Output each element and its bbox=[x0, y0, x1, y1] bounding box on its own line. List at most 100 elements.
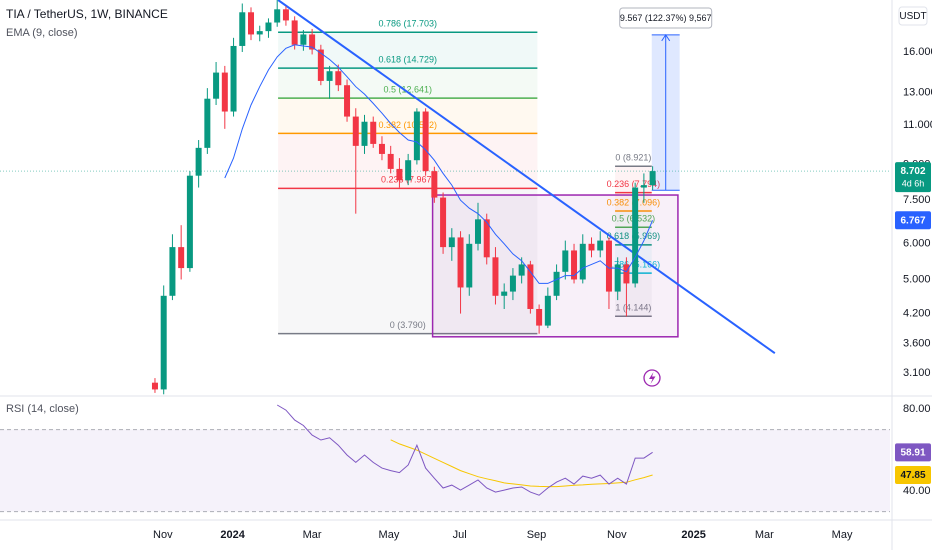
y-tick-label: 13.000 bbox=[903, 86, 932, 98]
candle-body bbox=[466, 243, 473, 288]
x-tick-label: Nov bbox=[607, 529, 627, 541]
rsi-legend: RSI (14, close) bbox=[6, 403, 79, 415]
x-tick-label: May bbox=[379, 529, 400, 541]
candle-body bbox=[492, 257, 499, 296]
candle-body bbox=[518, 264, 525, 276]
y-tick-label: 7.500 bbox=[903, 194, 931, 206]
candle-body bbox=[640, 185, 647, 188]
candle-body bbox=[326, 71, 333, 81]
candle-body bbox=[448, 237, 455, 248]
fib-label: 0.618 (14.729) bbox=[378, 55, 437, 65]
candle-body bbox=[300, 34, 307, 45]
candle-body bbox=[265, 22, 272, 32]
x-tick-label: May bbox=[832, 529, 853, 541]
candle-body bbox=[169, 247, 176, 296]
candle-body bbox=[317, 49, 324, 81]
candle-body bbox=[509, 275, 516, 292]
candle-body bbox=[422, 111, 429, 172]
candle-body bbox=[213, 72, 220, 99]
rsi-last-label-box bbox=[895, 443, 931, 462]
fib-label: 0 (8.921) bbox=[615, 153, 651, 163]
y-tick-label: 3.100 bbox=[903, 367, 931, 379]
legend: TIA / TetherUS, 1W, BINANCE EMA (9, clos… bbox=[6, 7, 713, 415]
y-tick-label: 11.000 bbox=[903, 119, 932, 131]
rsi-pane bbox=[0, 404, 890, 513]
chart-title: TIA / TetherUS, 1W, BINANCE bbox=[6, 7, 168, 21]
candle-body bbox=[440, 197, 447, 248]
candle-body bbox=[378, 143, 385, 154]
candle-body bbox=[160, 295, 167, 390]
last-price-label: 8.702 bbox=[900, 166, 925, 177]
ema-last-label: 6.767 bbox=[900, 215, 925, 226]
rsi-ma-last-label: 47.85 bbox=[900, 470, 925, 481]
candle-body bbox=[291, 20, 298, 45]
x-tick-label: Sep bbox=[527, 529, 547, 541]
candle-body bbox=[387, 153, 394, 169]
candle-body bbox=[361, 121, 368, 146]
candle-body bbox=[221, 72, 228, 112]
candle-body bbox=[248, 12, 255, 35]
rsi-tick-label: 80.00 bbox=[903, 403, 931, 415]
rsi-ma-last-label-box bbox=[895, 465, 931, 484]
countdown: 4d 6h bbox=[902, 178, 925, 188]
rsi-tick-label: 40.00 bbox=[903, 485, 931, 497]
candle-body bbox=[544, 295, 551, 326]
candle-body bbox=[344, 85, 351, 117]
candle-body bbox=[536, 308, 543, 326]
fib-label: 0.5 (12.641) bbox=[383, 84, 432, 94]
y-tick-label: 3.600 bbox=[903, 338, 931, 350]
ema-last-label-box bbox=[895, 211, 931, 230]
candle-body bbox=[239, 12, 246, 46]
candle-body bbox=[151, 382, 158, 390]
candle-body bbox=[475, 219, 482, 244]
candle-body bbox=[501, 291, 508, 296]
candle-body bbox=[527, 264, 534, 309]
y-tick-label: 6.000 bbox=[903, 238, 931, 250]
candle-body bbox=[623, 264, 630, 284]
x-tick-label: 2024 bbox=[220, 529, 245, 541]
candle-body bbox=[335, 71, 342, 86]
rsi-band-fill bbox=[0, 429, 890, 512]
candle-body bbox=[605, 240, 612, 292]
candle-body bbox=[282, 9, 289, 21]
candle-body bbox=[230, 45, 237, 112]
y-tick-label: 16.000 bbox=[903, 46, 932, 58]
candle-body bbox=[274, 9, 281, 23]
measure-label-box bbox=[619, 7, 713, 29]
x-tick-label: Jul bbox=[453, 529, 467, 541]
rsi-last-label: 58.91 bbox=[900, 447, 925, 458]
candle-body bbox=[562, 250, 569, 272]
candle-body bbox=[579, 243, 586, 280]
candle-body bbox=[370, 121, 377, 144]
candle-body bbox=[178, 247, 185, 269]
measure-label: 9.567 (122.37%) 9,567 bbox=[620, 13, 712, 23]
candle-body bbox=[588, 243, 595, 251]
currency-box[interactable] bbox=[898, 6, 928, 26]
candle-body bbox=[553, 271, 560, 296]
ema-line bbox=[224, 44, 654, 284]
candle-body bbox=[457, 237, 464, 288]
currency: USDT bbox=[899, 11, 926, 22]
measure-arrow-head bbox=[661, 33, 671, 42]
fib-label: 0.382 (10.552) bbox=[378, 120, 437, 130]
candle-body bbox=[195, 147, 202, 176]
price-pane: 0.786 (17.703) 0.618 (14.729) 0.5 (12.641)… bbox=[0, 0, 890, 395]
fib-label: 0 (3.790) bbox=[390, 320, 426, 330]
candle-body bbox=[632, 187, 639, 284]
candle-body bbox=[483, 219, 490, 258]
candle-body bbox=[352, 116, 359, 146]
candle-body bbox=[396, 168, 403, 181]
ema-legend: EMA (9, close) bbox=[6, 27, 78, 39]
rsi-line bbox=[276, 404, 653, 496]
candle-body bbox=[614, 264, 621, 292]
candle-body bbox=[256, 31, 263, 35]
x-tick-label: Mar bbox=[755, 529, 774, 541]
candle-body bbox=[309, 34, 316, 50]
candle-body bbox=[597, 240, 604, 251]
candle-body bbox=[405, 160, 412, 181]
candle-body bbox=[204, 98, 211, 148]
candle-body bbox=[413, 111, 420, 161]
